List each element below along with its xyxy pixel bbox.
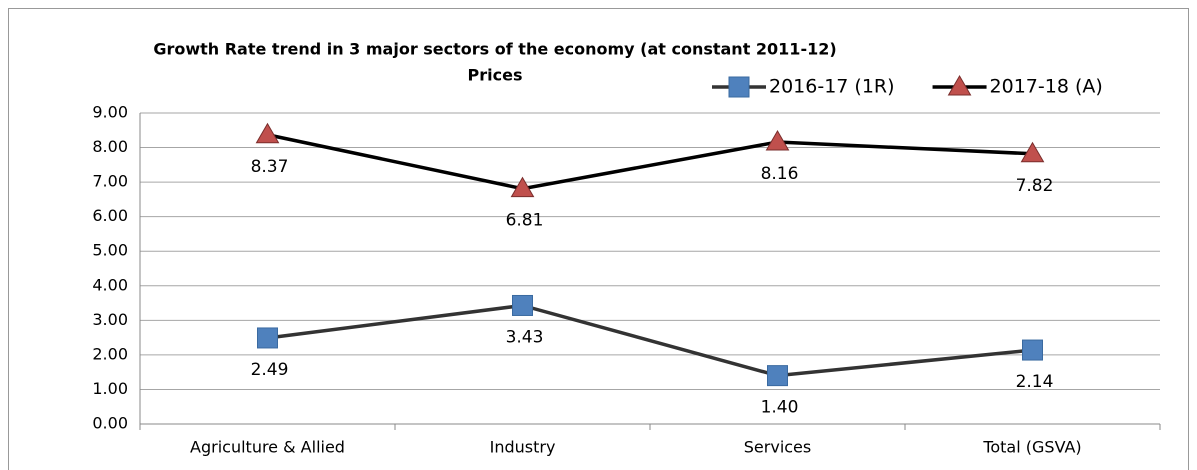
data-label: 2.14 [1016, 372, 1054, 392]
y-tick-label: 9.00 [92, 103, 128, 122]
legend-label: 2016-17 (1R) [769, 76, 895, 98]
data-label: 3.43 [506, 327, 544, 347]
x-tick-label: Services [744, 438, 811, 457]
y-tick-label: 6.00 [92, 206, 128, 225]
y-tick-label: 8.00 [92, 137, 128, 156]
data-label: 8.37 [251, 157, 289, 177]
data-point [767, 365, 788, 387]
legend-label: 2017-18 (A) [990, 76, 1103, 98]
data-point [257, 327, 278, 349]
y-tick-label: 7.00 [92, 172, 128, 191]
data-label: 7.82 [1016, 176, 1054, 196]
chart-frame [8, 8, 1189, 470]
y-tick-label: 4.00 [92, 275, 128, 294]
data-label: 1.40 [761, 398, 799, 418]
y-tick-label: 2.00 [92, 344, 128, 363]
y-tick-label: 5.00 [92, 241, 128, 260]
y-tick-label: 0.00 [92, 414, 128, 433]
data-point [255, 122, 280, 144]
legend-marker [947, 75, 972, 96]
x-tick-label: Agriculture & Allied [190, 438, 345, 457]
data-point [765, 130, 790, 151]
data-point [1022, 339, 1043, 361]
data-point [512, 294, 533, 316]
series-line [267, 303, 1033, 378]
x-tick-label: Total (GSVA) [982, 438, 1081, 457]
chart-title: Growth Rate trend in 3 major sectors of … [153, 40, 836, 59]
data-label: 6.81 [506, 211, 544, 231]
data-point [1020, 141, 1045, 163]
chart-title: Prices [468, 66, 523, 85]
data-label: 8.16 [761, 164, 799, 184]
y-tick-label: 3.00 [92, 310, 128, 329]
x-tick-label: Industry [490, 438, 556, 457]
legend-marker [728, 76, 750, 98]
series-line [267, 133, 1033, 191]
data-point [510, 176, 535, 198]
data-label: 2.49 [251, 360, 289, 380]
y-tick-label: 1.00 [92, 379, 128, 398]
